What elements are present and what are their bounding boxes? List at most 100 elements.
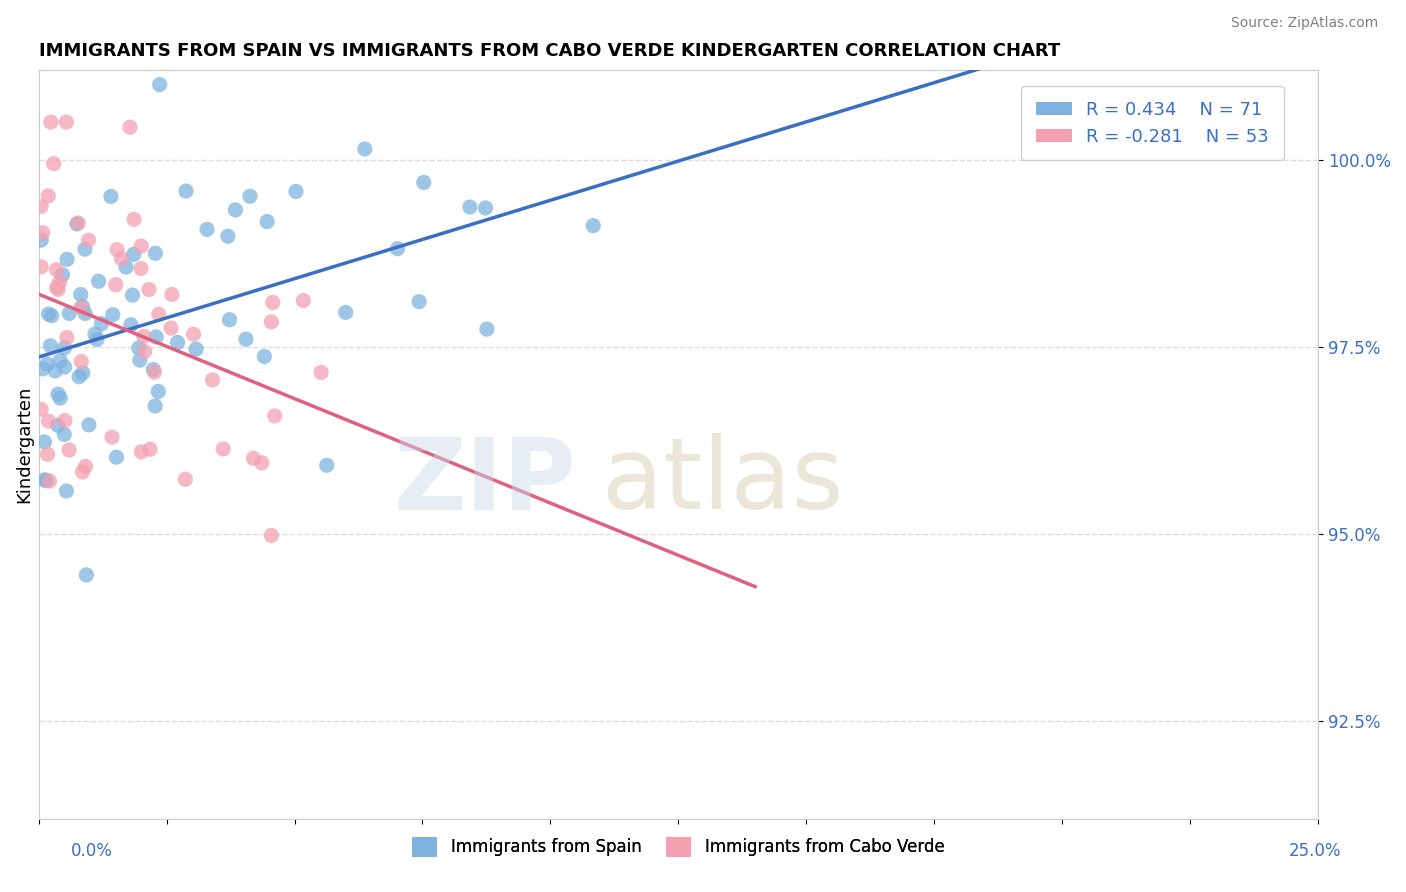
Point xyxy=(242,451,264,466)
Point xyxy=(250,456,273,470)
Point xyxy=(128,341,150,355)
Text: atlas: atlas xyxy=(602,434,844,530)
Point xyxy=(30,260,52,274)
Point xyxy=(30,402,52,417)
Point xyxy=(53,359,76,374)
Point xyxy=(75,568,97,582)
Point xyxy=(70,301,93,315)
Text: Source: ZipAtlas.com: Source: ZipAtlas.com xyxy=(1230,16,1378,29)
Point xyxy=(53,427,76,442)
Point xyxy=(284,185,307,199)
Point xyxy=(34,473,56,487)
Point xyxy=(142,362,165,376)
Point xyxy=(145,246,167,260)
Point xyxy=(84,326,107,341)
Point xyxy=(34,434,56,449)
Point xyxy=(72,465,94,479)
Point xyxy=(143,365,166,379)
Point xyxy=(38,414,60,428)
Point xyxy=(260,315,283,329)
Point xyxy=(45,280,67,294)
Point xyxy=(39,339,62,353)
Point xyxy=(77,417,100,432)
Point xyxy=(42,156,65,170)
Point xyxy=(37,307,59,321)
Point xyxy=(56,252,79,267)
Point xyxy=(69,287,91,301)
Point xyxy=(48,275,70,289)
Point xyxy=(139,442,162,457)
Point xyxy=(218,312,240,326)
Point xyxy=(195,222,218,236)
Point xyxy=(115,260,138,274)
Point xyxy=(46,282,69,296)
Point xyxy=(73,242,96,256)
Point xyxy=(30,199,52,213)
Point xyxy=(262,295,284,310)
Point xyxy=(128,353,150,368)
Point xyxy=(86,333,108,347)
Point xyxy=(166,335,188,350)
Point xyxy=(66,217,89,231)
Point xyxy=(77,233,100,247)
Point xyxy=(35,474,58,488)
Point xyxy=(138,283,160,297)
Point xyxy=(121,288,143,302)
Point xyxy=(160,321,183,335)
Point xyxy=(260,528,283,542)
Point xyxy=(174,472,197,486)
Point xyxy=(263,409,285,423)
Point xyxy=(131,445,153,459)
Point xyxy=(174,184,197,198)
Point xyxy=(132,329,155,343)
Point xyxy=(129,239,152,253)
Point xyxy=(183,327,205,342)
Point xyxy=(253,350,276,364)
Point xyxy=(149,78,172,92)
Point xyxy=(160,287,183,301)
Legend: Immigrants from Spain, Immigrants from Cabo Verde: Immigrants from Spain, Immigrants from C… xyxy=(399,823,957,871)
Point xyxy=(72,300,94,314)
Point xyxy=(46,387,69,401)
Point xyxy=(101,308,124,322)
Point xyxy=(100,189,122,203)
Point xyxy=(104,277,127,292)
Point xyxy=(475,322,498,336)
Point xyxy=(37,447,59,461)
Point xyxy=(582,219,605,233)
Point xyxy=(315,458,337,473)
Point xyxy=(110,252,132,266)
Point xyxy=(122,212,145,227)
Point xyxy=(49,353,72,368)
Y-axis label: Kindergarten: Kindergarten xyxy=(15,385,32,503)
Point xyxy=(105,450,128,465)
Point xyxy=(474,201,496,215)
Point xyxy=(105,243,128,257)
Point xyxy=(353,142,375,156)
Point xyxy=(309,366,332,380)
Point xyxy=(224,202,246,217)
Point xyxy=(201,373,224,387)
Point xyxy=(55,115,77,129)
Text: ZIP: ZIP xyxy=(394,434,576,530)
Point xyxy=(87,274,110,288)
Point xyxy=(31,226,53,240)
Point xyxy=(37,357,59,371)
Point xyxy=(412,176,434,190)
Text: 0.0%: 0.0% xyxy=(70,842,112,860)
Point xyxy=(49,391,72,405)
Point xyxy=(46,418,69,433)
Point xyxy=(45,262,67,277)
Point xyxy=(75,459,97,474)
Point xyxy=(458,200,481,214)
Point xyxy=(72,366,94,380)
Point xyxy=(37,189,59,203)
Point xyxy=(70,354,93,368)
Point xyxy=(58,442,80,457)
Point xyxy=(55,484,77,499)
Point xyxy=(39,115,62,129)
Point xyxy=(387,242,409,256)
Text: 25.0%: 25.0% xyxy=(1288,842,1341,860)
Point xyxy=(53,341,76,355)
Point xyxy=(58,306,80,320)
